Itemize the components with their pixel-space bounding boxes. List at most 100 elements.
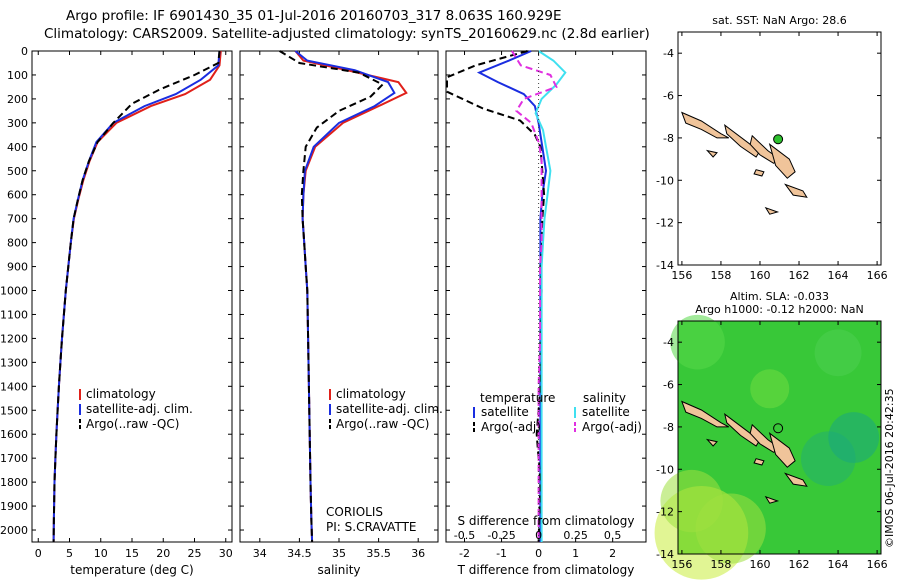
x-tick-label: 160: [749, 269, 770, 282]
island-shape: [749, 423, 781, 453]
y-tick-label: -8: [663, 421, 674, 434]
island-shape: [705, 149, 718, 158]
legend-label: Argo(..raw -QC): [336, 417, 429, 431]
island-shape: [784, 183, 808, 198]
legend-heading-temperature: temperature: [480, 391, 555, 405]
x-tick-label: 34: [253, 547, 267, 560]
x-tick-label: 36: [411, 547, 425, 560]
y-tick-label: -4: [663, 336, 674, 349]
sst-map: 156 158 160 162 164 166 -4 -6 -8 -10 -12 -14 sat. SS…: [656, 14, 888, 282]
x-tick-label: 166: [867, 269, 888, 282]
legend-label: climatology: [336, 387, 406, 401]
y-tick-label: -4: [663, 47, 674, 60]
y-tick-label: 1000: [0, 285, 28, 298]
plot-frame: [445, 50, 647, 543]
figure-title-line2: Climatology: CARS2009. Satellite-adjuste…: [44, 26, 650, 42]
s-tick-label: -0.25: [487, 529, 515, 542]
y-tick-label: -12: [656, 217, 674, 230]
s-tick-label: 0.25: [563, 529, 588, 542]
x-tick-label: 164: [828, 558, 849, 571]
s-tick-label: 0: [535, 529, 542, 542]
map-panels: 156 158 160 162 164 166 -4 -6 -8 -10 -12 -14 sat. SS…: [654, 14, 896, 580]
profile-panel-2: 34 34.5 35 35.5 36 salinity climatologysatelli…: [239, 50, 443, 577]
sla-patch: [814, 329, 862, 377]
argo-position-marker: [773, 423, 784, 434]
y-tick-label: 1500: [0, 404, 28, 417]
x-tick-label: 156: [671, 558, 692, 571]
y-tick-label: 600: [7, 189, 28, 202]
y-tick-label: -6: [663, 90, 674, 103]
legend-label: satellite-adj. clim.: [86, 402, 193, 416]
y-tick-label: 1700: [0, 452, 28, 465]
legend-label: climatology: [86, 387, 156, 401]
legend-label: Argo(-adj): [582, 420, 642, 434]
sla-patch: [695, 493, 766, 564]
x-tick-label: 158: [710, 558, 731, 571]
y-tick-label: 1400: [0, 380, 28, 393]
profile-panels: 0100200300400500600700800900100011001200…: [0, 45, 647, 577]
y-tick-label: -8: [663, 132, 674, 145]
island-shape: [784, 472, 808, 487]
figure-title-line1: Argo profile: IF 6901430_35 01-Jul-2016 …: [66, 8, 562, 24]
map-title: Altim. SLA: -0.033: [730, 290, 829, 303]
legend-label: satellite-adj. clim.: [336, 402, 443, 416]
plot-frame: [31, 50, 233, 543]
series-line-argo-adj-: [511, 50, 558, 542]
y-tick-label: 700: [7, 213, 28, 226]
y-tick-label: -12: [656, 506, 674, 519]
island-shape: [681, 400, 730, 428]
s-axis-label: S difference from climatology: [458, 514, 635, 528]
x-tick-label: 30: [219, 547, 233, 560]
y-tick-label: -6: [663, 379, 674, 392]
x-tick-label: -2: [459, 547, 470, 560]
series-line-satellite-adj-clim-: [294, 50, 396, 543]
map-title: sat. SST: NaN Argo: 28.6: [712, 14, 846, 27]
y-tick-label: 100: [7, 69, 28, 82]
y-tick-label: 2000: [0, 524, 28, 537]
island-shape: [764, 495, 780, 504]
y-tick-label: 0: [21, 45, 28, 58]
series-line-argo-raw-qc-: [52, 50, 221, 543]
map-frame: [677, 31, 882, 266]
x-tick-label: 10: [94, 547, 108, 560]
sla-patch: [828, 412, 880, 463]
x-axis-label: T difference from climatology: [457, 563, 635, 577]
legend-heading-salinity: salinity: [583, 391, 626, 405]
x-tick-label: 166: [867, 558, 888, 571]
series-line-argo-raw-qc-: [279, 50, 385, 543]
y-tick-label: 200: [7, 93, 28, 106]
island-shape: [749, 134, 781, 164]
credit-text: ©IMOS 06-Jul-2016 20:42:35: [883, 388, 896, 548]
island-shape: [705, 438, 718, 447]
island-shape: [681, 111, 730, 139]
y-tick-label: -14: [656, 548, 674, 561]
x-tick-label: -1: [496, 547, 507, 560]
x-tick-label: 5: [66, 547, 73, 560]
y-tick-label: 900: [7, 261, 28, 274]
island-shape: [768, 432, 796, 468]
map-frame: [677, 320, 882, 555]
sla-map: 156 158 160 162 164 166 -4 -6 -8 -10 -12 -14 Altim. …: [654, 290, 888, 580]
y-tick-label: 800: [7, 237, 28, 250]
series-line-argo-adj-: [446, 50, 546, 543]
y-tick-label: -10: [656, 463, 674, 476]
island-shape: [768, 143, 796, 179]
y-tick-label: 300: [7, 117, 28, 130]
x-tick-label: 0: [535, 547, 542, 560]
plot-frame: [239, 50, 439, 543]
sla-patch: [670, 314, 725, 370]
x-tick-label: 158: [710, 269, 731, 282]
y-tick-label: 400: [7, 141, 28, 154]
argo-position-marker: [773, 134, 784, 145]
profile-panel-3: -2 -1 0 1 2 T difference from climatology -0.5…: [445, 50, 647, 577]
x-axis-label: temperature (deg C): [70, 563, 193, 577]
y-tick-label: -10: [656, 174, 674, 187]
x-tick-label: 164: [828, 269, 849, 282]
profile-panel-1: 0100200300400500600700800900100011001200…: [0, 45, 233, 577]
legend-label: satellite: [481, 405, 529, 419]
island-shape: [753, 458, 765, 466]
y-tick-label: 1900: [0, 500, 28, 513]
x-tick-label: 25: [188, 547, 202, 560]
y-tick-label: 1100: [0, 308, 28, 321]
y-tick-label: 500: [7, 165, 28, 178]
